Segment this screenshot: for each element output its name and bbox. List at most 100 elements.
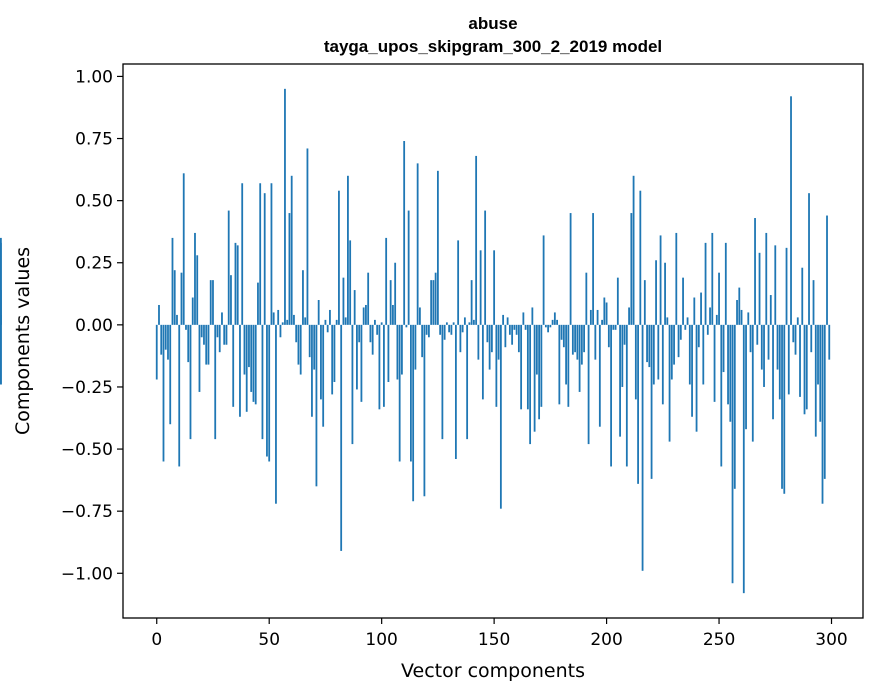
bar-99 bbox=[378, 324, 381, 410]
bar-13 bbox=[185, 324, 187, 330]
bar-113 bbox=[410, 324, 412, 462]
bar-203 bbox=[612, 324, 615, 330]
bar-162 bbox=[520, 324, 523, 410]
bar-25 bbox=[212, 280, 214, 325]
bar-149 bbox=[490, 324, 493, 353]
bar-177 bbox=[553, 312, 556, 325]
bar-164 bbox=[524, 324, 527, 330]
bar-19 bbox=[198, 324, 201, 392]
bar-73 bbox=[320, 324, 322, 400]
bar-267 bbox=[756, 324, 759, 345]
bar-167 bbox=[531, 307, 534, 325]
bar-90 bbox=[358, 324, 361, 343]
bar-201 bbox=[607, 324, 610, 348]
bar-10 bbox=[178, 324, 181, 467]
bar-176 bbox=[551, 319, 554, 325]
bar-223 bbox=[657, 324, 660, 380]
bar-294 bbox=[817, 324, 819, 385]
bar-109 bbox=[401, 324, 403, 375]
bar-126 bbox=[439, 324, 442, 335]
bar-150 bbox=[493, 250, 496, 325]
bar-251 bbox=[720, 324, 723, 467]
bar-198 bbox=[601, 319, 603, 325]
y-tick-label: −0.75 bbox=[61, 502, 113, 522]
bar-197 bbox=[598, 324, 601, 427]
bar-161 bbox=[517, 324, 520, 353]
bar-212 bbox=[632, 175, 635, 325]
bar-207 bbox=[621, 324, 624, 387]
bar-58 bbox=[286, 319, 289, 325]
bar-0 bbox=[155, 324, 158, 380]
bar-181 bbox=[562, 324, 565, 348]
bar-165 bbox=[526, 324, 529, 410]
bar-68 bbox=[308, 324, 311, 358]
bar-247 bbox=[711, 232, 714, 325]
bar-287 bbox=[801, 267, 804, 325]
bar-140 bbox=[470, 280, 473, 325]
bar-129 bbox=[445, 322, 448, 325]
x-tick-label: 150 bbox=[478, 630, 510, 650]
bar-157 bbox=[508, 324, 511, 335]
bar-36 bbox=[236, 245, 239, 325]
bar-284 bbox=[794, 324, 797, 355]
bar-273 bbox=[769, 295, 772, 325]
bar-279 bbox=[783, 324, 786, 494]
y-axis-label: Components values bbox=[12, 247, 34, 435]
bar-156 bbox=[506, 317, 509, 325]
bar-31 bbox=[225, 324, 228, 345]
bar-48 bbox=[263, 193, 266, 325]
bar-288 bbox=[803, 324, 806, 415]
bar-183 bbox=[567, 324, 570, 407]
bar-133 bbox=[454, 324, 457, 459]
bar-52 bbox=[272, 312, 275, 325]
bar-147 bbox=[486, 324, 489, 343]
bar-262 bbox=[745, 324, 747, 430]
bar-32 bbox=[227, 210, 230, 325]
bar-283 bbox=[792, 324, 795, 343]
bar-254 bbox=[727, 324, 729, 405]
bar-252 bbox=[722, 324, 725, 373]
bar-253 bbox=[724, 242, 727, 325]
bar-299 bbox=[828, 324, 831, 360]
bar-153 bbox=[499, 324, 502, 509]
bar-277 bbox=[778, 324, 781, 400]
chart-title: abuse bbox=[468, 14, 517, 33]
bar-145 bbox=[481, 324, 484, 400]
bar-239 bbox=[693, 297, 696, 325]
bar-290 bbox=[808, 193, 810, 325]
chart-subtitle: tayga_upos_skipgram_300_2_2019 model bbox=[324, 37, 662, 56]
bar-214 bbox=[637, 324, 639, 484]
bar-193 bbox=[589, 309, 592, 325]
bar-56 bbox=[281, 322, 284, 325]
bar-101 bbox=[383, 324, 385, 407]
bar-237 bbox=[688, 324, 691, 385]
x-tick-label: 200 bbox=[590, 630, 622, 650]
bar-82 bbox=[340, 324, 343, 551]
bar-248 bbox=[713, 324, 716, 402]
y-tick-label: 0.75 bbox=[75, 130, 113, 150]
bar-296 bbox=[821, 324, 824, 504]
bar-60 bbox=[290, 175, 293, 325]
bar-232 bbox=[677, 324, 680, 358]
bar-16 bbox=[191, 297, 194, 325]
bar-44 bbox=[254, 324, 257, 405]
bar-171 bbox=[540, 324, 543, 407]
bar-266 bbox=[754, 218, 756, 325]
bar-243 bbox=[702, 324, 705, 385]
bar-180 bbox=[560, 324, 563, 340]
bar-143 bbox=[477, 324, 480, 360]
bar-195 bbox=[594, 324, 597, 360]
bar-255 bbox=[729, 324, 732, 422]
bar-194 bbox=[592, 213, 594, 325]
bar-200 bbox=[605, 302, 608, 325]
bar-39 bbox=[243, 324, 246, 375]
bar-196 bbox=[596, 309, 599, 325]
bar-227 bbox=[666, 317, 669, 325]
bar-54 bbox=[277, 309, 280, 325]
bar-169 bbox=[535, 324, 538, 375]
bar-26 bbox=[214, 324, 217, 440]
bar-184 bbox=[569, 213, 572, 325]
bar-85 bbox=[347, 175, 349, 325]
bar-8 bbox=[173, 270, 176, 325]
bar-280 bbox=[785, 247, 788, 325]
